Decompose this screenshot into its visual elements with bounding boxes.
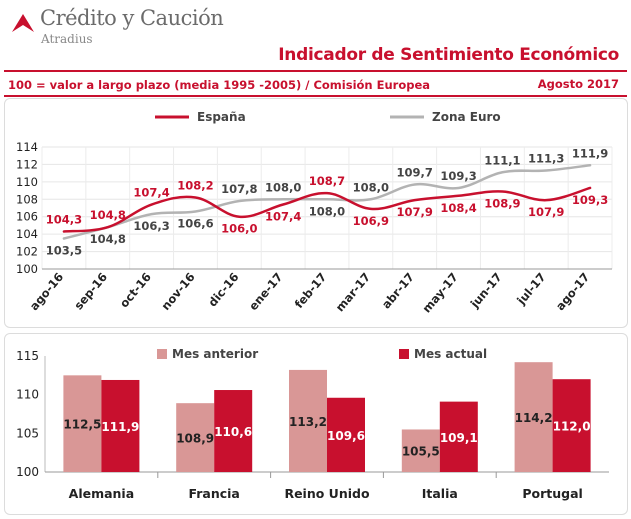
bar-mes-actual xyxy=(101,379,140,472)
data-label-espana: 107,4 xyxy=(265,210,301,224)
bar-value-label: 112,5 xyxy=(63,418,101,432)
brand-sub: Atradius xyxy=(41,32,93,46)
x-tick-label: may-17 xyxy=(419,270,460,316)
legend-swatch-mes-actual xyxy=(399,349,409,359)
bar-value-label: 111,9 xyxy=(101,420,139,434)
x-category-label: Italia xyxy=(422,486,458,501)
x-category-label: Portugal xyxy=(522,486,582,501)
data-label-zona-euro: 106,3 xyxy=(133,219,169,233)
x-tick-label: ago-17 xyxy=(553,270,592,313)
x-tick-label: ago-16 xyxy=(27,270,66,313)
line-chart-panel: 100 102 104 106 108 110 112 114 ago-16 sep-16 oct-… xyxy=(4,98,628,328)
y-tick-label: 114 xyxy=(16,140,38,154)
bar-mes-anterior xyxy=(289,369,327,472)
data-label-espana: 107,9 xyxy=(528,205,564,219)
data-label-espana: 104,8 xyxy=(90,208,126,222)
data-label-zona-euro: 108,0 xyxy=(265,180,301,194)
y-tick-label: 102 xyxy=(16,245,38,259)
data-label-zona-euro: 107,8 xyxy=(221,182,257,196)
x-category-label: Alemania xyxy=(69,486,135,501)
data-label-espana: 108,2 xyxy=(177,179,213,193)
data-label-espana: 108,7 xyxy=(309,174,345,188)
bar-mes-actual xyxy=(327,397,365,472)
brand-name: Crédito y Caución xyxy=(40,6,224,30)
data-label-espana: 108,4 xyxy=(440,201,476,215)
data-label-zona-euro: 111,1 xyxy=(484,153,520,167)
data-label-espana: 107,4 xyxy=(133,186,169,200)
bar-chart: 100 105 110 115 112,5 111,9 Alemania 108,9 110,6… xyxy=(16,347,609,501)
bar-mes-anterior xyxy=(401,429,440,472)
x-tick-label: jun-17 xyxy=(467,270,505,311)
y-tick-label: 115 xyxy=(16,349,39,363)
data-label-zona-euro: 111,3 xyxy=(528,152,564,166)
data-label-zona-euro: 104,8 xyxy=(90,232,126,246)
subtitle-rule xyxy=(4,95,627,97)
bar-mes-actual xyxy=(439,401,478,472)
x-tick-label: mar-17 xyxy=(333,270,373,314)
data-label-espana: 107,9 xyxy=(396,205,432,219)
line-chart: 100 102 104 106 108 110 112 114 ago-16 sep-16 oct-… xyxy=(16,110,613,316)
y-tick-label: 112 xyxy=(16,157,38,171)
x-tick-label: nov-16 xyxy=(159,270,198,313)
bar-mes-actual xyxy=(552,379,591,472)
data-label-espana: 104,3 xyxy=(46,213,82,227)
y-tick-label: 108 xyxy=(16,192,38,206)
legend-label-mes-anterior: Mes anterior xyxy=(172,347,258,361)
x-tick-label: jul-17 xyxy=(513,270,548,308)
legend-label-mes-actual: Mes actual xyxy=(414,347,487,361)
bar-value-label: 112,0 xyxy=(553,420,591,434)
x-category-label: Francia xyxy=(189,486,240,501)
data-label-zona-euro: 108,0 xyxy=(353,180,389,194)
bar-mes-anterior xyxy=(63,375,102,472)
legend-label-espana: España xyxy=(197,110,246,124)
data-label-espana: 108,9 xyxy=(484,196,520,210)
y-tick-label: 105 xyxy=(16,426,39,440)
page-title: Indicador de Sentimiento Económico xyxy=(278,45,619,65)
bar-value-label: 110,6 xyxy=(214,425,252,439)
data-label-zona-euro: 103,5 xyxy=(46,244,82,258)
brand-logo: Crédito y Caución Atradius xyxy=(4,4,224,48)
page-subtitle: 100 = valor a largo plazo (media 1995 -2… xyxy=(8,78,431,92)
x-tick-label: ene-17 xyxy=(246,270,285,313)
y-tick-label: 110 xyxy=(16,388,39,402)
data-label-zona-euro: 109,7 xyxy=(396,165,432,179)
bar-value-label: 113,2 xyxy=(289,415,327,429)
x-category-label: Reino Unido xyxy=(284,486,370,501)
legend-label-zona-euro: Zona Euro xyxy=(432,110,501,124)
bar-value-label: 109,1 xyxy=(440,431,478,445)
data-label-espana: 109,3 xyxy=(572,193,608,207)
data-label-zona-euro: 108,0 xyxy=(309,204,345,218)
y-tick-label: 104 xyxy=(16,227,38,241)
bar-value-label: 109,6 xyxy=(327,429,365,443)
title-rule xyxy=(4,70,627,72)
bar-mes-actual xyxy=(214,390,253,472)
x-tick-label: oct-16 xyxy=(117,270,154,310)
x-tick-label: dic-16 xyxy=(205,270,241,309)
bar-value-label: 105,5 xyxy=(402,445,440,459)
period-label: Agosto 2017 xyxy=(537,77,619,91)
data-label-zona-euro: 111,9 xyxy=(572,146,608,160)
data-label-espana: 106,0 xyxy=(221,222,257,236)
x-tick-label: abr-17 xyxy=(379,270,417,312)
data-label-zona-euro: 106,6 xyxy=(177,216,213,230)
y-tick-label: 110 xyxy=(16,175,38,189)
bar-mes-anterior xyxy=(514,362,553,472)
x-tick-label: sep-16 xyxy=(71,270,110,312)
bar-value-label: 114,2 xyxy=(515,411,553,425)
data-label-zona-euro: 109,3 xyxy=(440,169,476,183)
bar-value-label: 108,9 xyxy=(176,432,214,446)
bar-mes-anterior xyxy=(176,403,215,472)
y-tick-label: 100 xyxy=(16,262,38,276)
data-label-espana: 106,9 xyxy=(353,214,389,228)
brand-arrow-icon xyxy=(12,14,34,32)
legend-swatch-mes-anterior xyxy=(157,349,167,359)
bar-chart-panel: 100 105 110 115 112,5 111,9 Alemania 108,9 110,6… xyxy=(4,333,628,515)
y-tick-label: 106 xyxy=(16,210,38,224)
series-line-zona-euro xyxy=(62,164,592,240)
y-tick-label: 100 xyxy=(16,465,39,479)
series-line-espana xyxy=(62,186,592,233)
x-tick-label: feb-17 xyxy=(292,270,330,311)
